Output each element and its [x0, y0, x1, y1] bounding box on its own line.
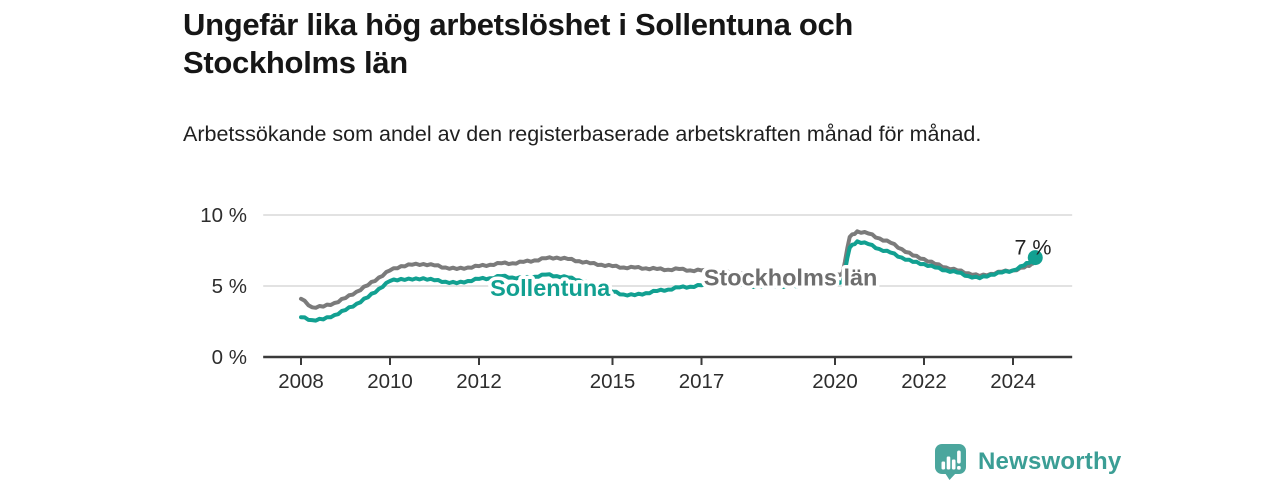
y-tick-label: 5 %	[212, 275, 247, 298]
x-tick-label: 2010	[367, 370, 413, 393]
y-tick-label: 0 %	[212, 346, 247, 369]
x-tick-label: 2022	[901, 370, 947, 393]
series-label: Sollentuna	[490, 275, 611, 301]
series-label: Stockholms län	[704, 264, 878, 290]
series-line-stockholms-l-n	[299, 229, 1038, 310]
x-tick-label: 2015	[590, 370, 636, 393]
x-tick-label: 2017	[679, 370, 725, 393]
x-tick-label: 2024	[990, 370, 1036, 393]
chart-subtitle: Arbetssökande som andel av den registerb…	[183, 122, 982, 146]
x-tick-label: 2008	[278, 370, 324, 393]
x-tick-label: 2020	[812, 370, 858, 393]
page-title: Ungefär lika hög arbetslöshet i Sollentu…	[183, 7, 854, 80]
y-tick-label: 10 %	[200, 204, 247, 227]
brand-footer: Newsworthy	[934, 443, 1121, 480]
latest-value-dot	[1027, 250, 1043, 266]
series-line-sollentuna	[299, 239, 1038, 323]
newsworthy-logo-icon	[935, 444, 966, 480]
x-tick-label: 2012	[456, 370, 502, 393]
latest-value-annotation: 7 %	[1014, 236, 1051, 260]
brand-name: Newsworthy	[978, 447, 1122, 475]
